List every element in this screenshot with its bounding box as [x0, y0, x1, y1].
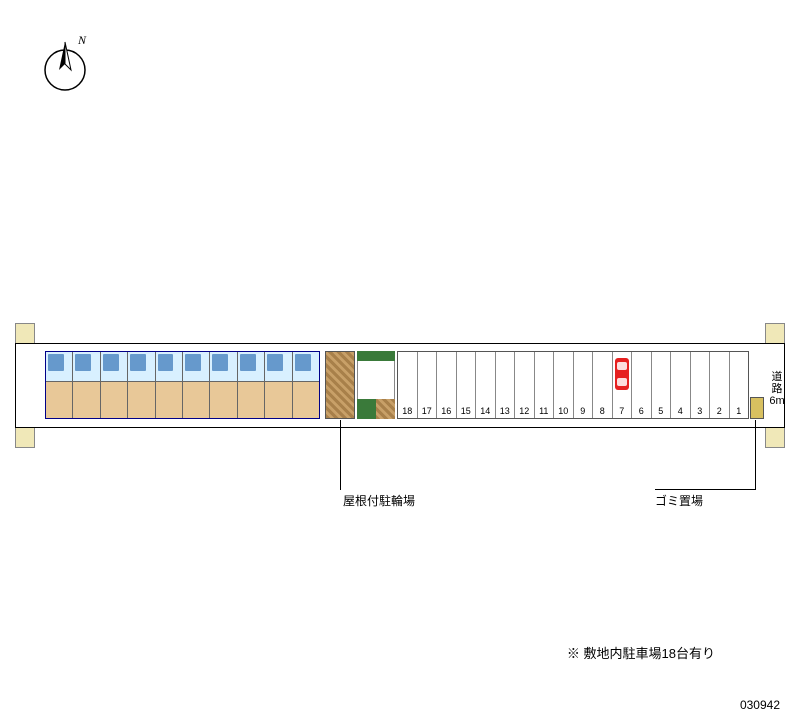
- apartment-unit: [101, 352, 128, 418]
- parking-slot-number: 15: [457, 406, 476, 416]
- parking-slot: 5: [651, 352, 671, 418]
- bike-parking-area: [325, 351, 355, 419]
- parking-slot-number: 18: [398, 406, 417, 416]
- parking-slot-number: 14: [476, 406, 495, 416]
- parking-slot-number: 16: [437, 406, 456, 416]
- parking-slot-number: 9: [574, 406, 593, 416]
- road-label-text: 道路: [767, 371, 787, 395]
- passage-lower: [357, 399, 395, 419]
- parking-slot: 18: [398, 352, 417, 418]
- callout-label-bike: 屋根付駐輪場: [343, 492, 415, 509]
- parking-slot-number: 10: [554, 406, 573, 416]
- parking-slot: 6: [631, 352, 651, 418]
- site-plan: 123456789101112131415161718 道路 6m: [15, 323, 785, 453]
- road-label: 道路 6m: [767, 371, 787, 407]
- apartment-unit: [210, 352, 237, 418]
- road-width-text: 6m: [767, 395, 787, 407]
- parking-slot-number: 11: [535, 406, 554, 416]
- entrance-passage: [357, 351, 395, 419]
- apartment-unit: [46, 352, 73, 418]
- parking-lot: 123456789101112131415161718: [397, 351, 749, 419]
- callout-hline-trash: [655, 489, 755, 490]
- parking-slot: 2: [709, 352, 729, 418]
- callout-line-bike: [340, 420, 341, 490]
- parking-slot-number: 2: [710, 406, 729, 416]
- building-units-row: [46, 352, 319, 418]
- parking-slot: 14: [475, 352, 495, 418]
- apartment-unit: [265, 352, 292, 418]
- parking-slot: 7: [612, 352, 632, 418]
- parking-slot: 9: [573, 352, 593, 418]
- parking-slot: 11: [534, 352, 554, 418]
- parking-slot: 8: [592, 352, 612, 418]
- parking-slot-number: 8: [593, 406, 612, 416]
- apartment-unit: [238, 352, 265, 418]
- apartment-unit: [73, 352, 100, 418]
- callout-line-trash: [755, 420, 756, 490]
- parking-slot-number: 13: [496, 406, 515, 416]
- apartment-unit: [156, 352, 183, 418]
- parking-slot-number: 12: [515, 406, 534, 416]
- parking-slot: 1: [729, 352, 749, 418]
- compass-icon: N: [30, 30, 100, 100]
- car-icon: [615, 358, 630, 390]
- parking-slot: 3: [690, 352, 710, 418]
- parking-slot: 10: [553, 352, 573, 418]
- parking-slot: 17: [417, 352, 437, 418]
- parking-slot: 16: [436, 352, 456, 418]
- apartment-unit: [293, 352, 319, 418]
- paved-block: [376, 399, 395, 419]
- compass-north: N: [30, 30, 100, 100]
- parking-note: ※ 敷地内駐車場18台有り: [567, 643, 715, 662]
- parking-slot-number: 7: [613, 406, 632, 416]
- building-footprint: [45, 351, 320, 419]
- planting-strip: [357, 351, 395, 361]
- passage-open: [357, 361, 395, 399]
- parking-slot-number: 5: [652, 406, 671, 416]
- trash-area: [750, 397, 764, 419]
- parking-slot-number: 17: [418, 406, 437, 416]
- parking-slot: 4: [670, 352, 690, 418]
- parking-slot: 12: [514, 352, 534, 418]
- callout-label-trash: ゴミ置場: [655, 492, 703, 509]
- parking-slot-number: 6: [632, 406, 651, 416]
- compass-n-letter: N: [77, 33, 87, 47]
- parking-slot-number: 3: [691, 406, 710, 416]
- apartment-unit: [128, 352, 155, 418]
- parking-slot: 13: [495, 352, 515, 418]
- apartment-unit: [183, 352, 210, 418]
- parking-slot-number: 1: [730, 406, 749, 416]
- parking-slot: 15: [456, 352, 476, 418]
- planting-block: [357, 399, 376, 419]
- parking-slot-number: 4: [671, 406, 690, 416]
- document-id: 030942: [740, 698, 780, 712]
